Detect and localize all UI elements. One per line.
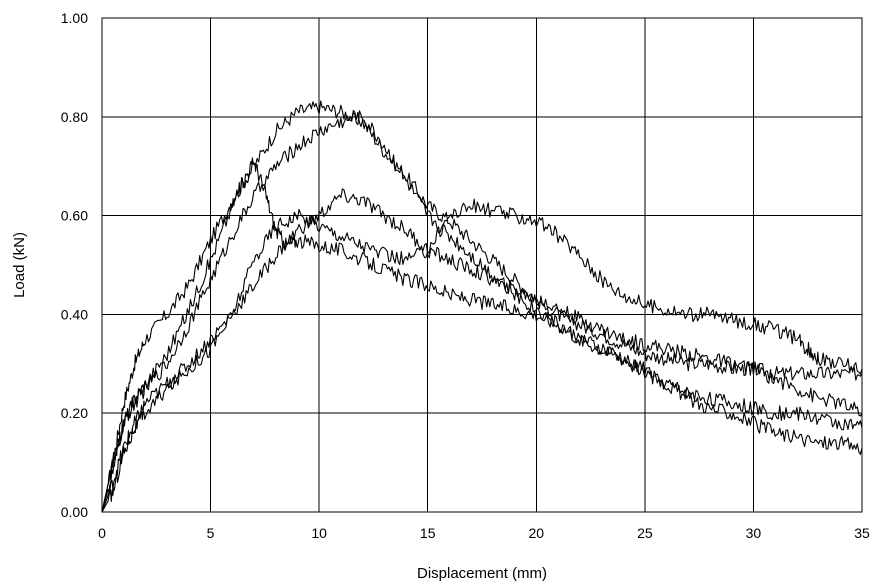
plot-frame xyxy=(101,17,863,513)
y-tick-label: 0.40 xyxy=(61,306,88,322)
y-axis-title: Load (kN) xyxy=(11,232,28,298)
y-tick-label: 0.80 xyxy=(61,109,88,125)
x-tick-label: 5 xyxy=(207,525,215,541)
x-tick-label: 35 xyxy=(854,525,870,541)
x-tick-label: 15 xyxy=(420,525,436,541)
y-tick-label: 0.20 xyxy=(61,405,88,421)
x-tick-label: 20 xyxy=(528,525,544,541)
y-tick-label: 0.60 xyxy=(61,208,88,224)
x-tick-labels: 0 5 10 15 20 25 30 35 xyxy=(98,525,870,541)
y-tick-labels: 0.00 0.20 0.40 0.60 0.80 1.00 xyxy=(61,10,88,520)
y-tick-label: 1.00 xyxy=(61,10,88,26)
x-tick-label: 10 xyxy=(311,525,327,541)
series-line-2 xyxy=(101,110,863,513)
y-tick-label: 0.00 xyxy=(61,504,88,520)
series-line-4 xyxy=(101,188,863,513)
x-tick-label: 25 xyxy=(637,525,653,541)
series-line-5 xyxy=(101,198,863,513)
x-tick-label: 0 xyxy=(98,525,106,541)
series-line-1 xyxy=(101,100,863,513)
x-tick-label: 30 xyxy=(746,525,762,541)
x-axis-title: Displacement (mm) xyxy=(417,565,547,582)
series-group xyxy=(101,100,863,513)
series-line-3 xyxy=(101,157,863,513)
